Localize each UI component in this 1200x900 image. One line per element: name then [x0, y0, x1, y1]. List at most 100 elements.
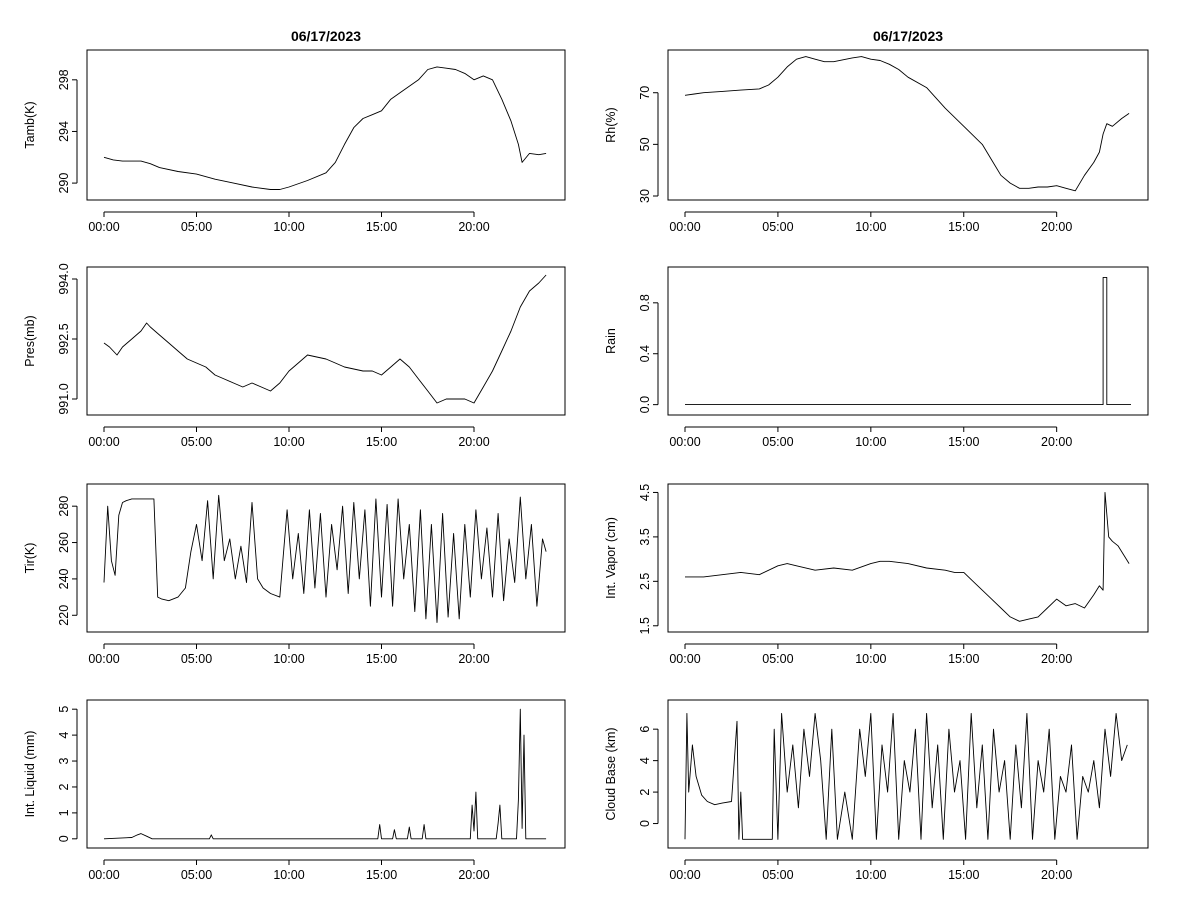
panel-3: 00:00 05:00 10:00 15:00 20:00 991.0 992.5 994.0… — [23, 263, 566, 449]
x-tick-label: 05:00 — [181, 220, 212, 234]
y-tick-label: 30 — [638, 189, 652, 203]
y-tick-label: 0 — [57, 835, 71, 842]
panel-1: 06/17/2023 00:00 05:00 10:00 15:00 20:00 290 29… — [23, 28, 566, 234]
x-tick-label: 20:00 — [458, 868, 489, 882]
plot-frame — [667, 266, 1149, 416]
x-tick-label: 00:00 — [669, 220, 700, 234]
x-tick-label: 00:00 — [669, 868, 700, 882]
y-tick-label: 991.0 — [57, 383, 71, 414]
panel-4: 00:00 05:00 10:00 15:00 20:00 0.0 0.4 0.8 Rain — [604, 266, 1149, 449]
x-tick-label: 00:00 — [88, 435, 119, 449]
y-tick-label: 280 — [57, 496, 71, 517]
x-tick-label: 15:00 — [366, 868, 397, 882]
x-tick-label: 15:00 — [948, 652, 979, 666]
y-tick-label: 994.0 — [57, 263, 71, 294]
y-tick-label: 50 — [638, 137, 652, 151]
x-tick-label: 15:00 — [366, 435, 397, 449]
y-tick-label: 3.5 — [638, 528, 652, 545]
y-tick-label: 298 — [57, 69, 71, 90]
y-tick-label: 260 — [57, 532, 71, 553]
x-tick-label: 00:00 — [669, 652, 700, 666]
series-line-tir — [103, 494, 547, 623]
y-tick-label: 0.4 — [638, 345, 652, 362]
y-tick-label: 4.5 — [638, 484, 652, 501]
x-tick-label: 15:00 — [366, 652, 397, 666]
x-tick-label: 20:00 — [458, 435, 489, 449]
panel-6: 00:00 05:00 10:00 15:00 20:00 1.5 2.5 3.5 4.5 Int… — [604, 483, 1149, 666]
y-tick-label: 4 — [638, 757, 652, 764]
y-tick-label: 3 — [57, 758, 71, 765]
plot-frame — [667, 699, 1149, 849]
x-tick-label: 05:00 — [762, 435, 793, 449]
panel-2: 06/17/2023 00:00 05:00 10:00 15:00 20:00 30 50 7… — [604, 28, 1149, 234]
series-line-rh — [684, 56, 1130, 192]
plot-frame — [667, 49, 1149, 201]
x-tick-label: 10:00 — [855, 652, 886, 666]
x-tick-label: 20:00 — [1041, 220, 1072, 234]
x-tick-label: 15:00 — [948, 435, 979, 449]
plot-frame — [667, 483, 1149, 633]
x-tick-label: 20:00 — [1041, 868, 1072, 882]
y-axis-title: Int. Liquid (mm) — [23, 731, 37, 818]
x-tick-label: 10:00 — [273, 868, 304, 882]
y-tick-label: 4 — [57, 732, 71, 739]
x-tick-label: 00:00 — [88, 868, 119, 882]
y-tick-label: 5 — [57, 706, 71, 713]
y-tick-label: 2 — [57, 783, 71, 790]
y-tick-label: 1.5 — [638, 617, 652, 634]
x-tick-label: 00:00 — [669, 435, 700, 449]
x-tick-label: 20:00 — [1041, 435, 1072, 449]
x-tick-label: 10:00 — [273, 220, 304, 234]
y-tick-label: 2.5 — [638, 573, 652, 590]
x-tick-label: 20:00 — [458, 220, 489, 234]
y-axis-title: Tir(K) — [23, 543, 37, 574]
panel-7: 00:00 05:00 10:00 15:00 20:00 0 1 2 3 4 5 Int. Liqu… — [23, 699, 566, 882]
y-axis-title: Pres(mb) — [23, 315, 37, 366]
series-line-int-liquid — [103, 708, 547, 840]
x-tick-label: 20:00 — [1041, 652, 1072, 666]
x-tick-label: 10:00 — [855, 220, 886, 234]
y-tick-label: 294 — [57, 121, 71, 142]
y-tick-label: 70 — [638, 86, 652, 100]
y-tick-label: 992.5 — [57, 323, 71, 354]
x-tick-label: 05:00 — [762, 652, 793, 666]
series-line-rain — [685, 276, 1131, 406]
series-line-tamb — [103, 66, 547, 190]
y-axis-title: Int. Vapor (cm) — [604, 517, 618, 599]
y-tick-label: 0.8 — [638, 294, 652, 311]
x-tick-label: 00:00 — [88, 652, 119, 666]
x-tick-label: 15:00 — [366, 220, 397, 234]
y-tick-label: 290 — [57, 173, 71, 194]
x-tick-label: 05:00 — [181, 652, 212, 666]
plot-title: 06/17/2023 — [873, 28, 943, 44]
plot-frame — [86, 699, 566, 849]
panel-8: 00:00 05:00 10:00 15:00 20:00 0 2 4 6 Cloud Base … — [604, 699, 1149, 882]
y-tick-label: 2 — [638, 789, 652, 796]
y-axis-title: Tamb(K) — [23, 101, 37, 148]
y-axis-title: Rain — [604, 328, 618, 354]
series-line-cloud-base — [684, 712, 1128, 840]
series-line-int-vapor — [685, 491, 1130, 622]
plot-frame — [86, 483, 566, 633]
x-tick-label: 10:00 — [855, 435, 886, 449]
y-tick-label: 240 — [57, 568, 71, 589]
plot-title: 06/17/2023 — [291, 28, 361, 44]
x-tick-label: 10:00 — [273, 435, 304, 449]
x-tick-label: 05:00 — [762, 220, 793, 234]
x-tick-label: 10:00 — [273, 652, 304, 666]
y-tick-label: 0.0 — [638, 396, 652, 413]
x-tick-label: 10:00 — [855, 868, 886, 882]
x-tick-label: 00:00 — [88, 220, 119, 234]
y-tick-label: 0 — [638, 820, 652, 827]
x-tick-label: 15:00 — [948, 868, 979, 882]
x-tick-label: 20:00 — [458, 652, 489, 666]
plot-frame — [86, 49, 566, 201]
plot-frame — [86, 266, 566, 416]
y-axis-title: Rh(%) — [604, 107, 618, 142]
y-tick-label: 6 — [638, 726, 652, 733]
y-tick-label: 1 — [57, 809, 71, 816]
series-line-pres — [103, 274, 547, 404]
x-tick-label: 05:00 — [181, 868, 212, 882]
y-axis-title: Cloud Base (km) — [604, 727, 618, 820]
